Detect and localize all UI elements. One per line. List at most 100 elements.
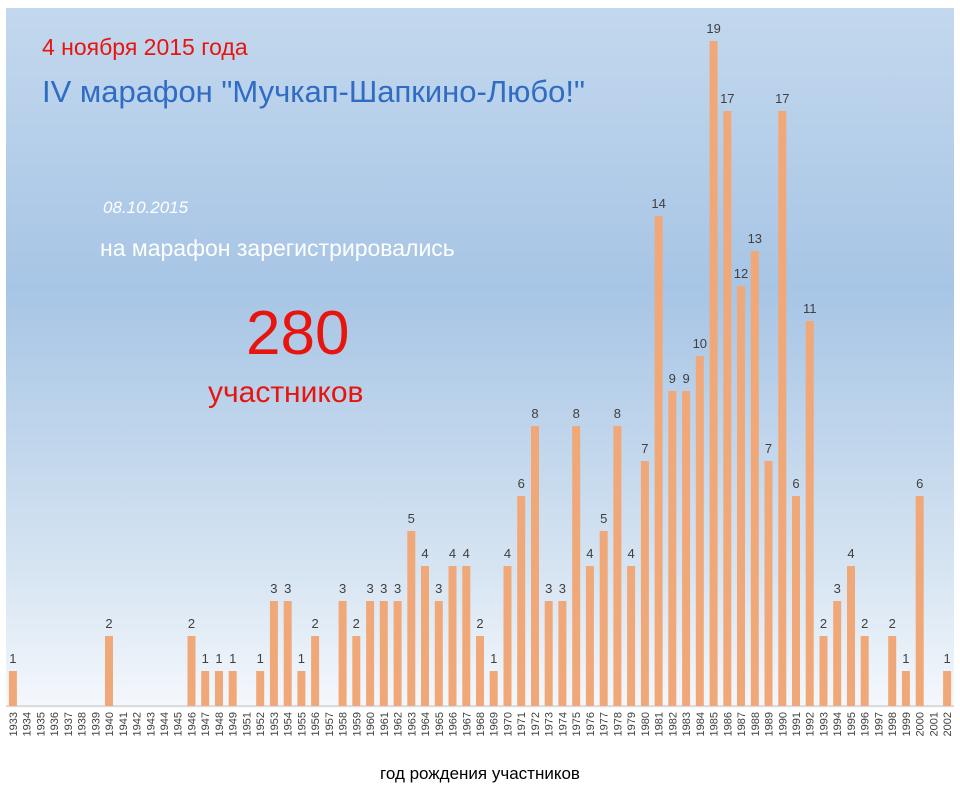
registration-text: на марафон зарегистрировались xyxy=(100,235,455,261)
x-tick-1938: 1938 xyxy=(77,712,89,736)
x-tick-1982: 1982 xyxy=(667,712,679,736)
bar-1981 xyxy=(654,216,663,706)
data-label-1990: 17 xyxy=(775,91,789,106)
x-tick-1997: 1997 xyxy=(873,712,885,736)
data-label-1994: 3 xyxy=(834,581,841,596)
data-label-1962: 3 xyxy=(394,581,401,596)
bar-1960 xyxy=(366,601,375,706)
data-label-1972: 8 xyxy=(531,406,538,421)
bar-1983 xyxy=(682,391,691,706)
data-label-1967: 4 xyxy=(463,546,470,561)
bar-1964 xyxy=(421,566,429,706)
data-label-1965: 3 xyxy=(435,581,442,596)
data-label-1991: 6 xyxy=(792,476,799,491)
data-label-1984: 10 xyxy=(693,336,707,351)
bar-1979 xyxy=(627,566,636,706)
data-label-1958: 3 xyxy=(339,581,346,596)
x-tick-1952: 1952 xyxy=(255,712,267,736)
x-tick-1972: 1972 xyxy=(530,712,542,736)
x-tick-1985: 1985 xyxy=(709,712,721,736)
x-tick-1937: 1937 xyxy=(63,712,75,736)
data-label-1983: 9 xyxy=(682,371,689,386)
bar-1984 xyxy=(695,356,704,706)
bar-1958 xyxy=(338,601,347,706)
bar-1967 xyxy=(462,566,471,706)
data-label-2002: 1 xyxy=(943,651,950,666)
bar-1965 xyxy=(434,601,443,706)
x-tick-1943: 1943 xyxy=(145,712,157,736)
data-label-1979: 4 xyxy=(627,546,634,561)
x-tick-1998: 1998 xyxy=(887,712,899,736)
bar-1953 xyxy=(269,601,278,706)
data-label-1940: 2 xyxy=(105,616,112,631)
participants-count: 280 xyxy=(246,299,350,368)
x-tick-1946: 1946 xyxy=(187,712,199,736)
data-label-1988: 13 xyxy=(748,231,762,246)
data-label-1947: 1 xyxy=(202,651,209,666)
x-tick-1986: 1986 xyxy=(722,712,734,736)
data-label-1961: 3 xyxy=(380,581,387,596)
x-tick-1964: 1964 xyxy=(420,712,432,736)
x-tick-2001: 2001 xyxy=(928,712,940,736)
x-tick-1940: 1940 xyxy=(104,712,116,736)
x-tick-1984: 1984 xyxy=(695,712,707,736)
x-tick-1941: 1941 xyxy=(118,712,130,736)
data-label-1998: 2 xyxy=(889,616,896,631)
x-tick-1945: 1945 xyxy=(173,712,185,736)
bar-1961 xyxy=(379,601,388,706)
x-tick-1942: 1942 xyxy=(132,712,144,736)
data-label-1948: 1 xyxy=(215,651,222,666)
bar-1989 xyxy=(764,461,773,706)
x-tick-1963: 1963 xyxy=(406,712,418,736)
x-tick-1983: 1983 xyxy=(681,712,693,736)
data-label-1978: 8 xyxy=(614,406,621,421)
x-tick-1960: 1960 xyxy=(365,712,377,736)
data-label-2000: 6 xyxy=(916,476,923,491)
x-tick-1965: 1965 xyxy=(434,712,446,736)
bar-1972 xyxy=(531,426,539,706)
bar-1969 xyxy=(489,671,498,706)
bar-1956 xyxy=(311,636,320,706)
bar-1977 xyxy=(599,531,608,706)
data-label-1989: 7 xyxy=(765,441,772,456)
x-tick-2000: 2000 xyxy=(915,712,927,736)
bar-1990 xyxy=(778,111,787,706)
data-label-1968: 2 xyxy=(476,616,483,631)
data-label-1933: 1 xyxy=(9,651,16,666)
x-tick-1956: 1956 xyxy=(310,712,322,736)
data-label-1952: 1 xyxy=(257,651,264,666)
x-tick-1958: 1958 xyxy=(338,712,350,736)
x-tick-1948: 1948 xyxy=(214,712,226,736)
x-tick-1980: 1980 xyxy=(640,712,652,736)
bar-1968 xyxy=(476,636,484,706)
data-label-1960: 3 xyxy=(366,581,373,596)
x-tick-1973: 1973 xyxy=(544,712,556,736)
bar-1987 xyxy=(737,286,745,706)
data-label-1975: 8 xyxy=(573,406,580,421)
x-tick-1974: 1974 xyxy=(557,712,569,736)
x-tick-1961: 1961 xyxy=(379,712,391,736)
x-tick-1989: 1989 xyxy=(764,712,776,736)
data-label-1985: 19 xyxy=(706,21,720,36)
data-label-1986: 17 xyxy=(720,91,734,106)
x-tick-1957: 1957 xyxy=(324,712,336,736)
x-tick-1993: 1993 xyxy=(819,712,831,736)
x-tick-1991: 1991 xyxy=(791,712,803,736)
bar-1940 xyxy=(105,636,113,706)
x-tick-1975: 1975 xyxy=(571,712,583,736)
x-tick-1955: 1955 xyxy=(296,712,308,736)
bar-1952 xyxy=(256,671,265,706)
data-label-1993: 2 xyxy=(820,616,827,631)
x-tick-1962: 1962 xyxy=(393,712,405,736)
bar-1971 xyxy=(517,496,526,706)
bar-2000 xyxy=(915,496,924,706)
x-tick-1968: 1968 xyxy=(475,712,487,736)
registration-date: 08.10.2015 xyxy=(103,198,189,217)
bar-1995 xyxy=(847,566,855,706)
x-tick-1969: 1969 xyxy=(489,712,501,736)
bar-1973 xyxy=(544,601,553,706)
x-tick-1966: 1966 xyxy=(448,712,460,736)
data-label-1956: 2 xyxy=(311,616,318,631)
data-label-1987: 12 xyxy=(734,266,748,281)
